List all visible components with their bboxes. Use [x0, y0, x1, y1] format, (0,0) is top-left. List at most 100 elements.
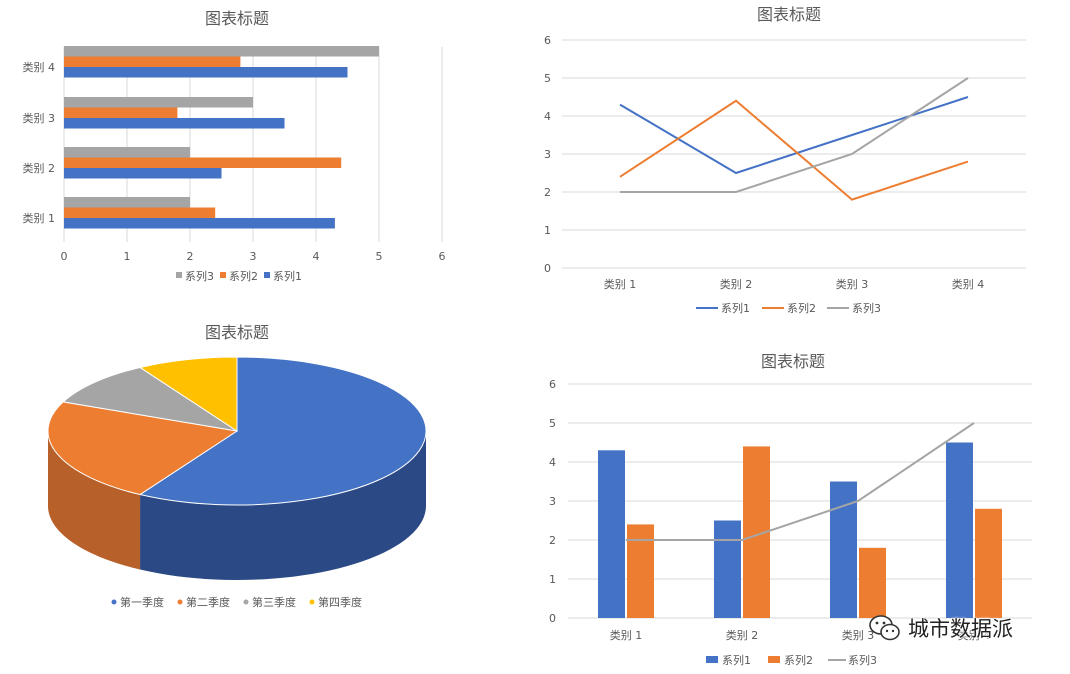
pie-slice-第二季度	[47, 401, 239, 496]
combo-y-tick: 6	[549, 378, 556, 391]
bar-系列3-类别 2	[64, 147, 190, 158]
legend-swatch	[176, 272, 182, 278]
line-系列2	[619, 99, 969, 201]
hbar-title: 图表标题	[205, 9, 269, 28]
combo-category-label: 类别 2	[726, 628, 759, 642]
legend-swatch	[220, 272, 226, 278]
legend-marker	[309, 599, 315, 605]
bar-系列1-类别 1	[598, 450, 625, 618]
line-y-tick: 4	[544, 110, 551, 123]
combo-y-tick-labels: 0 1 2 3 4 5 6	[549, 378, 556, 625]
combo-y-tick: 1	[549, 573, 556, 586]
legend-label: 系列2	[787, 301, 816, 315]
hbar-x-tick: 5	[376, 250, 383, 263]
hbar-x-tick: 3	[250, 250, 257, 263]
combo-legend: 系列1 系列2 系列3	[706, 653, 877, 667]
line-y-tick: 1	[544, 224, 551, 237]
hbar-bars	[64, 46, 379, 229]
legend-label: 第二季度	[186, 595, 230, 609]
hbar-category-label: 类别 2	[23, 161, 56, 175]
combo-y-tick: 3	[549, 495, 556, 508]
bar-系列2-类别 4	[975, 508, 1002, 618]
legend-label: 系列2	[229, 269, 258, 283]
bar-系列3-类别 4	[64, 46, 379, 57]
bar-系列1-类别 2	[714, 520, 741, 618]
bar-系列2-类别 2	[64, 157, 342, 168]
combo-y-tick: 2	[549, 534, 556, 547]
hbar-x-tick: 1	[124, 250, 131, 263]
line-category-label: 类别 2	[720, 277, 753, 291]
bar-系列1-类别 4	[946, 442, 973, 618]
pie-slices	[47, 356, 427, 580]
line-y-tick: 6	[544, 34, 551, 47]
line-series	[619, 77, 969, 201]
hbar-x-tick: 2	[187, 250, 194, 263]
chart-line: 图表标题 0 1 2 3 4 5 6 类别 1 类别 2 类别 3 类别 4 系…	[544, 5, 1026, 315]
legend-swatch	[768, 656, 780, 663]
bar-系列2-类别 4	[64, 56, 241, 67]
bar-系列2-类别 3	[859, 547, 886, 618]
legend-swatch	[264, 272, 270, 278]
hbar-category-labels: 类别 1 类别 2 类别 3 类别 4	[23, 60, 56, 225]
legend-label: 系列1	[273, 269, 302, 283]
bar-系列1-类别 4	[64, 67, 348, 78]
combo-line	[626, 422, 975, 541]
hbar-x-tick: 0	[61, 250, 68, 263]
combo-category-label: 类别 1	[610, 628, 643, 642]
combo-category-labels: 类别 1 类别 2 类别 3 类别 4	[610, 628, 991, 642]
bar-系列1-类别 2	[64, 168, 222, 179]
line-legend: 系列1 系列2 系列3	[696, 301, 881, 315]
legend-label: 第一季度	[120, 595, 164, 609]
legend-label: 系列1	[721, 301, 750, 315]
line-category-label: 类别 1	[604, 277, 637, 291]
pie-title: 图表标题	[205, 323, 269, 342]
pie-slice-第三季度	[62, 366, 238, 432]
line-category-label: 类别 4	[952, 277, 985, 291]
legend-marker	[111, 599, 117, 605]
line-y-tick: 0	[544, 262, 551, 275]
chart-combo: 图表标题 0 1 2 3 4 5 6 类别 1 类别 2 类别 3 类别 4 系…	[549, 352, 1032, 667]
legend-label: 系列3	[852, 301, 881, 315]
bar-系列3-类别 3	[64, 97, 253, 108]
line-category-label: 类别 3	[836, 277, 869, 291]
combo-y-tick: 4	[549, 456, 556, 469]
hbar-category-label: 类别 3	[23, 111, 56, 125]
hbar-category-label: 类别 1	[23, 211, 56, 225]
line-y-tick: 5	[544, 72, 551, 85]
line-y-tick: 2	[544, 186, 551, 199]
legend-label: 系列1	[722, 653, 751, 667]
line-系列1	[619, 96, 969, 175]
hbar-x-tick: 6	[439, 250, 446, 263]
hbar-category-label: 类别 4	[23, 60, 56, 74]
hbar-x-tick: 4	[313, 250, 320, 263]
combo-category-label: 类别 4	[958, 628, 991, 642]
legend-label: 系列3	[848, 653, 877, 667]
legend-marker	[243, 599, 249, 605]
bar-系列1-类别 1	[64, 218, 335, 229]
legend-label: 系列3	[185, 269, 214, 283]
bar-系列2-类别 1	[627, 524, 654, 618]
watermark-text: 城市数据派	[908, 617, 1013, 641]
bar-系列2-类别 1	[64, 207, 216, 218]
chart-pie: 图表标题 第一季度 第二季度 第三季度 第四季度	[47, 323, 427, 609]
legend-swatch	[706, 656, 718, 663]
legend-label: 第三季度	[252, 595, 296, 609]
pie-slice-第四季度	[138, 356, 238, 432]
bar-系列2-类别 3	[64, 107, 178, 118]
pie-side-第一季度	[140, 431, 426, 580]
combo-y-tick: 5	[549, 417, 556, 430]
combo-title: 图表标题	[761, 352, 825, 371]
bar-系列1-类别 3	[830, 481, 857, 618]
pie-slice-第一季度	[138, 356, 427, 506]
hbar-gridlines	[63, 47, 443, 242]
pie-side-第二季度	[48, 431, 141, 570]
combo-y-tick: 0	[549, 612, 556, 625]
line-y-tick: 3	[544, 148, 551, 161]
bar-系列3-类别 1	[64, 197, 190, 208]
bar-系列1-类别 3	[64, 118, 285, 129]
watermark: 城市数据派	[868, 610, 1013, 646]
legend-label: 系列2	[784, 653, 813, 667]
hbar-x-tick-labels: 0 1 2 3 4 5 6	[61, 250, 446, 263]
line-category-labels: 类别 1 类别 2 类别 3 类别 4	[604, 277, 985, 291]
